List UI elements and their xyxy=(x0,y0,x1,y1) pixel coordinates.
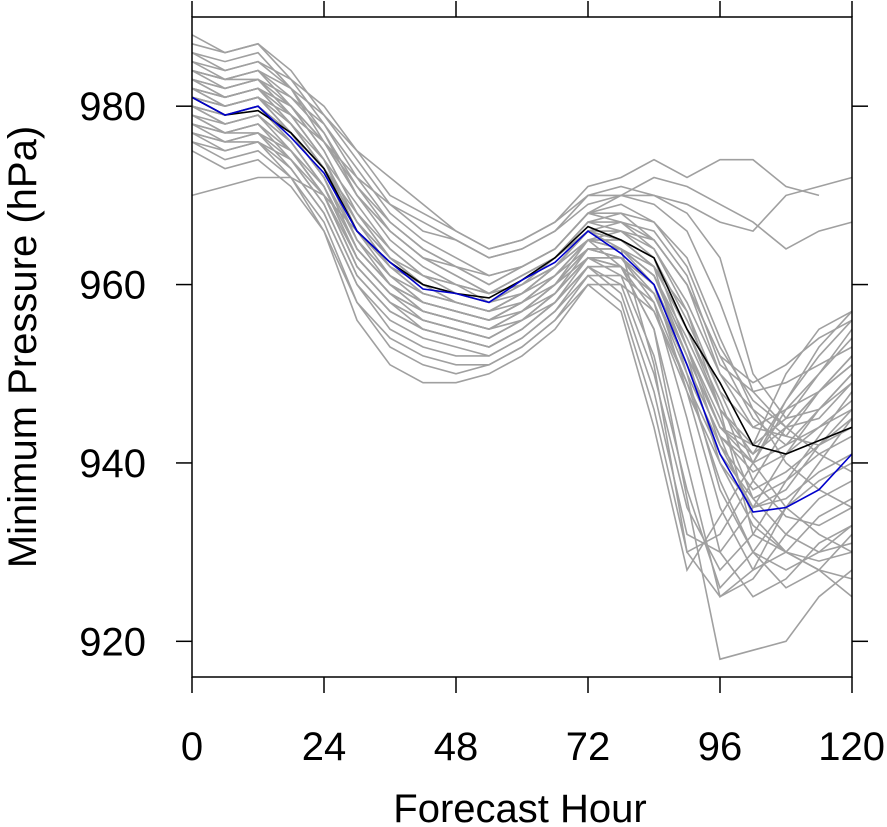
x-tick-label-4: 96 xyxy=(698,725,743,769)
x-tick-label-1: 24 xyxy=(302,725,347,769)
labels-layer: 0 24 48 72 96 120 920 940 960 980 xyxy=(79,85,885,769)
series-line-8 xyxy=(191,105,853,598)
ticks-layer xyxy=(176,1,868,693)
series-line-1 xyxy=(191,96,853,513)
y-tick-label-3: 980 xyxy=(79,85,146,129)
series-line-4 xyxy=(191,69,853,598)
x-tick-label-0: 0 xyxy=(181,725,203,769)
series-line-16 xyxy=(191,87,853,438)
y-tick-label-0: 920 xyxy=(79,620,146,664)
series-line-35 xyxy=(191,105,853,384)
y-tick-label-1: 940 xyxy=(79,442,146,486)
plot-frame xyxy=(191,16,853,678)
x-tick-label-5: 120 xyxy=(818,725,885,769)
series-line-39 xyxy=(191,69,820,250)
y-tick-label-2: 960 xyxy=(79,264,146,308)
series-line-38 xyxy=(191,78,853,277)
series-line-42 xyxy=(191,123,853,456)
series-line-14 xyxy=(191,60,853,447)
series-line-13 xyxy=(191,150,853,573)
series-line-37 xyxy=(191,87,853,598)
series-line-23 xyxy=(191,69,853,527)
series-line-30 xyxy=(191,42,853,429)
series-line-25 xyxy=(191,105,853,562)
x-tick-label-2: 48 xyxy=(434,725,479,769)
series-layer xyxy=(191,34,853,661)
series-line-26 xyxy=(191,114,853,571)
x-axis-title: Forecast Hour xyxy=(393,787,646,827)
series-line-40 xyxy=(191,96,853,259)
y-axis-title: Minimum Pressure (hPa) xyxy=(1,126,45,568)
series-line-17 xyxy=(191,96,853,447)
series-line-41 xyxy=(191,176,853,580)
series-line-28 xyxy=(191,96,853,447)
x-tick-label-3: 72 xyxy=(566,725,611,769)
series-line-43 xyxy=(191,132,853,464)
